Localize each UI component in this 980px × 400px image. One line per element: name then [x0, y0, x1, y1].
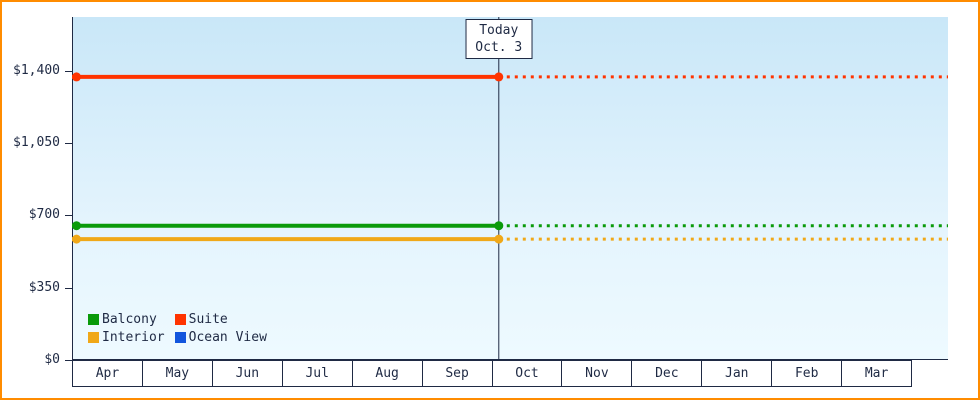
legend-label-ocean-view: Ocean View [188, 330, 267, 345]
y-axis: $0 $350 $700 $1,050 $1,400 [2, 17, 60, 367]
y-axis-tick [65, 215, 72, 217]
x-axis-month-may: May [141, 360, 213, 387]
x-axis-month-jan: Jan [701, 360, 773, 387]
legend: Balcony Suite Interior Ocean View [88, 312, 267, 345]
y-axis-label: $1,050 [13, 135, 60, 151]
chart-canvas [72, 17, 948, 360]
legend-item-balcony[interactable]: Balcony [88, 312, 165, 327]
x-axis-month-dec: Dec [631, 360, 703, 387]
series-marker-today-balcony [494, 221, 504, 231]
series-marker-today-suite [494, 72, 504, 82]
x-axis-month-apr: Apr [72, 360, 143, 387]
x-axis-month-feb: Feb [771, 360, 843, 387]
series-marker-today-interior [494, 234, 504, 244]
today-label-line1: Today [479, 23, 519, 38]
plot-area: Balcony Suite Interior Ocean View [72, 17, 948, 360]
y-axis-tick [65, 360, 72, 361]
legend-item-interior[interactable]: Interior [88, 330, 165, 345]
x-axis-month-nov: Nov [561, 360, 633, 387]
y-axis-tick [65, 70, 72, 72]
legend-swatch-suite [174, 314, 186, 325]
x-axis-month-aug: Aug [351, 360, 423, 387]
y-axis-tick [65, 287, 72, 289]
today-label: Today Oct. 3 [465, 19, 533, 59]
legend-swatch-interior [88, 332, 99, 343]
legend-label-balcony: Balcony [102, 312, 157, 327]
legend-label-interior: Interior [102, 330, 165, 345]
y-axis-label: $1,400 [13, 62, 60, 78]
x-axis-month-jun: Jun [211, 360, 283, 387]
series-marker-start-suite [72, 72, 81, 82]
x-axis-month-jul: Jul [281, 360, 353, 387]
legend-label-suite: Suite [188, 312, 228, 327]
legend-swatch-balcony [88, 314, 99, 325]
x-axis-month-sep: Sep [421, 360, 493, 387]
y-axis-label: $350 [28, 279, 60, 295]
series-marker-start-interior [72, 234, 81, 244]
series-marker-start-balcony [72, 221, 81, 231]
x-axis-month-mar: Mar [841, 360, 913, 387]
legend-swatch-ocean-view [174, 332, 186, 343]
y-axis-label: $0 [44, 352, 60, 367]
y-axis-label: $700 [28, 207, 60, 223]
y-axis-tick [65, 143, 72, 145]
x-axis-month-oct: Oct [491, 360, 563, 387]
legend-item-ocean-view[interactable]: Ocean View [174, 330, 267, 345]
today-label-line2: Oct. 3 [475, 40, 523, 55]
x-axis: Apr May Jun Jul Aug Sep Oct Nov Dec Jan Feb Mar [72, 360, 913, 387]
legend-item-suite[interactable]: Suite [174, 312, 267, 327]
